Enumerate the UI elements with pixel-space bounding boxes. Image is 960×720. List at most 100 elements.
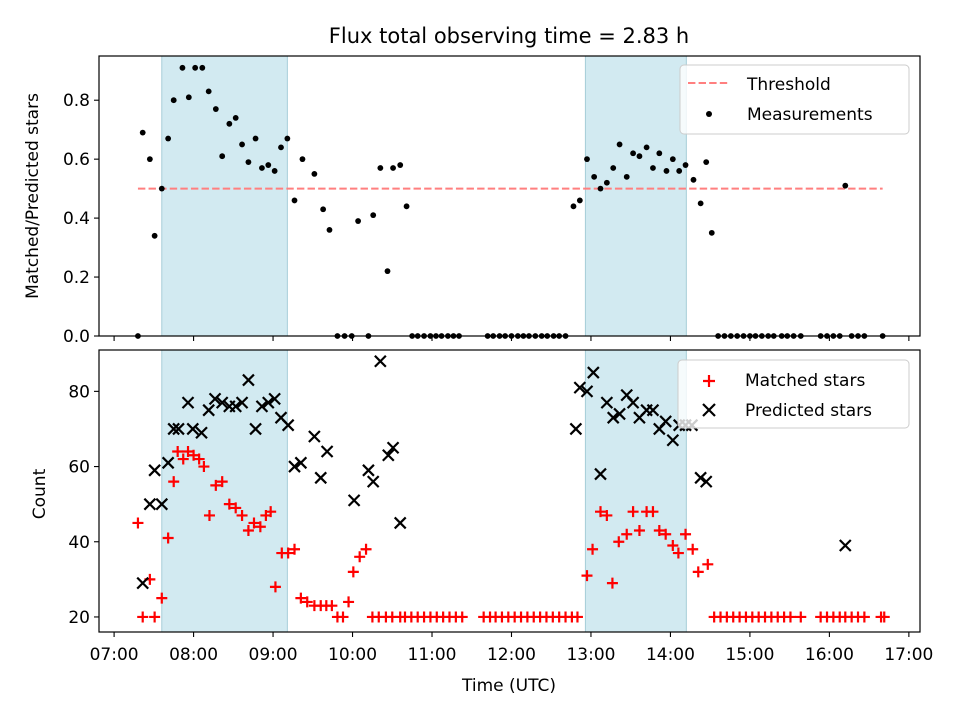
matched-star-point [702, 558, 714, 570]
y-tick-label: 40 [68, 533, 90, 553]
legend-measurements-swatch [706, 111, 712, 117]
predicted-star-point [235, 396, 249, 409]
y-tick-label: 0.0 [63, 327, 90, 347]
predicted-star-point [161, 456, 175, 470]
measurement-point [291, 197, 298, 204]
measurement-point [708, 229, 715, 236]
matched-star-point [680, 528, 692, 540]
matched-star-point [660, 528, 672, 540]
top-panel: 0.00.20.40.60.8 Matched/Predicted stars … [23, 55, 921, 347]
matched-star-point [326, 600, 338, 612]
measurement-point [669, 156, 676, 163]
predicted-star-point [606, 411, 620, 424]
predicted-star-point [242, 373, 255, 387]
predicted-star-point [839, 539, 852, 552]
top-panel-x-ticks [113, 336, 910, 341]
matched-star-point [301, 596, 313, 608]
predicted-star-point [155, 497, 169, 511]
predicted-star-point [666, 433, 680, 447]
measurement-point [384, 268, 391, 275]
x-tick-label: 14:00 [646, 645, 695, 665]
x-tick-label: 12:00 [487, 645, 536, 665]
measurement-point [284, 135, 291, 142]
predicted-star-point [374, 355, 387, 368]
predicted-star-point [594, 467, 607, 481]
top-panel-frame [98, 55, 921, 337]
predicted-star-point [362, 464, 375, 477]
predicted-star-point [580, 385, 594, 398]
matched-star-point [613, 536, 625, 548]
matched-star-point [198, 461, 210, 473]
predicted-star-point [208, 392, 222, 406]
predicted-star-point [255, 400, 269, 413]
measurement-point [232, 114, 239, 121]
matched-star-point [581, 570, 593, 582]
measurement-point [185, 94, 192, 101]
x-tick-label: 15:00 [725, 645, 774, 665]
measurement-point [192, 64, 199, 71]
bottom-panel-matched-stars [132, 446, 890, 623]
matched-star-point [203, 509, 215, 521]
measurement-point [570, 203, 577, 210]
measurement-point [259, 165, 265, 171]
measurement-point [299, 156, 306, 163]
measurement-point [377, 165, 384, 171]
x-axis-label: Time (UTC) [461, 676, 556, 696]
measurement-point [682, 162, 689, 168]
measurement-point [703, 159, 710, 166]
predicted-star-point [215, 396, 229, 409]
matched-star-point [878, 611, 890, 623]
shaded-interval-1 [161, 55, 288, 337]
predicted-star-point [587, 366, 600, 379]
matched-star-point [132, 517, 144, 529]
predicted-star-point [699, 475, 713, 488]
predicted-star-point [136, 576, 149, 590]
matched-star-point [162, 532, 174, 544]
measurement-point [576, 197, 583, 204]
measurement-point [650, 165, 656, 171]
matched-star-point [230, 502, 242, 514]
measurement-point [584, 156, 590, 163]
measurement-point [690, 176, 697, 183]
predicted-star-point [694, 471, 707, 485]
matched-star-point [182, 446, 194, 458]
predicted-star-point [659, 415, 672, 428]
legend-matched-swatch [703, 375, 715, 387]
measurement-point [212, 106, 219, 112]
bottom-panel-legend: Matched stars Predicted stars [677, 359, 910, 429]
legend-measurements-label: Measurements [747, 105, 873, 125]
predicted-star-point [262, 396, 275, 409]
measurement-point [205, 88, 212, 95]
x-tick-label: 10:00 [328, 645, 377, 665]
predicted-star-point [268, 392, 281, 406]
bottom-legend-frame [677, 359, 910, 429]
matched-star-point [282, 547, 294, 559]
measurement-point [139, 129, 146, 136]
predicted-star-point [314, 471, 328, 485]
matched-star-point [587, 543, 599, 555]
measurement-point [663, 168, 670, 174]
measurement-point [265, 162, 272, 168]
matched-star-point [248, 517, 260, 529]
measurement-point [610, 165, 617, 171]
measurement-point [676, 168, 683, 174]
matched-star-point [236, 509, 248, 521]
predicted-star-point [195, 426, 208, 439]
bottom-panel-predicted-stars [136, 355, 852, 590]
measurement-point [842, 182, 849, 189]
matched-star-point [633, 524, 645, 536]
top-panel-legend: Threshold Measurements [679, 64, 910, 135]
x-tick-label: 17:00 [884, 645, 933, 665]
measurement-point [603, 179, 610, 186]
matched-star-point [653, 524, 665, 536]
matched-star-point [172, 446, 184, 458]
matched-star-point [188, 449, 200, 461]
predicted-star-point [308, 430, 321, 443]
predicted-star-point [186, 422, 200, 436]
predicted-star-point [646, 403, 660, 417]
bottom-panel-ylabel: Count [30, 468, 50, 519]
predicted-star-point [393, 516, 407, 530]
predicted-star-point [569, 422, 583, 436]
measurement-point [146, 156, 153, 163]
